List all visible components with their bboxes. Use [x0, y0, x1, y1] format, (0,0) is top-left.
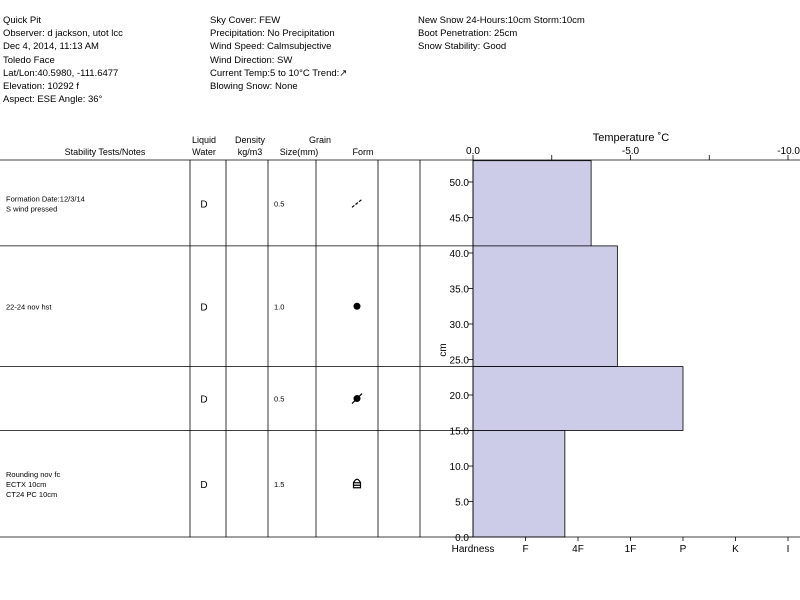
wind-direction: Wind Direction: SW [210, 54, 293, 66]
table-row[interactable]: Formation Date:12/3/14S wind pressed D 0.5 [6, 194, 363, 213]
temp-tick-label: -5.0 [622, 146, 640, 157]
y-tick-label: 20.0 [450, 391, 470, 402]
hardness-tick-label: 1F [625, 544, 637, 555]
lat-lon: Lat/Lon:40.5980, -111.6477 [3, 67, 119, 79]
hardness-tick-label: K [732, 544, 739, 555]
header-form: Form [353, 147, 374, 157]
y-tick-label: 40.0 [450, 249, 470, 260]
grain-size: 0.5 [274, 395, 284, 404]
wind-packed-icon [351, 198, 363, 208]
header-density-2: kg/m3 [238, 147, 263, 157]
snow-stability: Snow Stability: Good [418, 41, 507, 53]
hardness-tick-label: 4F [572, 544, 584, 555]
y-tick-label: 30.0 [450, 320, 470, 331]
pit-title: Quick Pit [3, 15, 42, 26]
grain-size: 1.5 [274, 480, 284, 489]
precipitation: Precipitation: No Precipitation [210, 28, 335, 40]
blowing-snow: Blowing Snow: None [210, 81, 298, 93]
y-tick-label: 25.0 [450, 356, 470, 367]
pit-info: Quick Pit Observer: d jackson, utot lcc … [3, 14, 123, 106]
y-tick-label: 0.0 [455, 533, 469, 544]
temp-tick-label: 0.0 [466, 146, 480, 157]
hardness-bar [472, 160, 592, 247]
hardness-tick-label: P [680, 544, 687, 555]
hardness-tick-label: I [787, 544, 790, 555]
liquid-water: D [200, 199, 207, 210]
grain-size: 1.0 [274, 302, 284, 311]
grain-size: 0.5 [274, 199, 284, 208]
table-row[interactable]: D 0.5 [200, 393, 363, 406]
new-snow: New Snow 24-Hours:10cm Storm:10cm [418, 15, 585, 26]
snow-info: New Snow 24-Hours:10cm Storm:10cm Boot P… [418, 14, 585, 54]
layer-note: Formation Date:12/3/14 [6, 194, 85, 203]
observer: Observer: d jackson, utot lcc [3, 28, 123, 40]
y-tick-label: 35.0 [450, 285, 470, 296]
aspect: Aspect: ESE Angle: 36° [3, 94, 103, 106]
hardness-bar [472, 366, 684, 431]
layer-note: Rounding nov fc [6, 470, 60, 479]
header-density: Density [235, 135, 266, 145]
y-tick-label: 15.0 [450, 427, 470, 438]
temp-tick-label: -10.0 [777, 146, 800, 157]
layer-note: S wind pressed [6, 204, 57, 213]
wind-speed: Wind Speed: Calmsubjective [210, 41, 332, 53]
faceted-rounding-icon [352, 478, 362, 489]
liquid-water: D [200, 395, 207, 406]
header-water-2: Water [192, 147, 216, 157]
date: Dec 4, 2014, 11:13 AM [3, 41, 99, 53]
current-temp: Current Temp:5 to 10°C Trend:↗ [210, 67, 348, 79]
y-tick-label: 45.0 [450, 214, 470, 225]
liquid-water: D [200, 302, 207, 313]
layer-note: CT24 PC 10cm [6, 490, 57, 499]
y-tick-label: 50.0 [450, 178, 470, 189]
header-notes: Stability Tests/Notes [65, 147, 146, 157]
weather-info: Sky Cover: FEW Precipitation: No Precipi… [210, 14, 347, 93]
boot-penetration: Boot Penetration: 25cm [418, 28, 518, 40]
hardness-bar [472, 430, 566, 538]
location: Toledo Face [3, 54, 55, 66]
layer-note: 22-24 nov hst [6, 302, 52, 311]
y-tick-label: 10.0 [450, 462, 470, 473]
hardness-bar [472, 245, 618, 367]
header-grain-2: Size(mm) [280, 147, 319, 157]
chart-title: Temperature ˚C [593, 132, 669, 144]
x-axis-label: Hardness [452, 544, 495, 555]
table-row[interactable]: 22-24 nov hst D 1.0 [6, 302, 361, 313]
elevation: Elevation: 10292 f [3, 81, 80, 93]
layer-note: ECTX 10cm [6, 480, 46, 489]
y-tick-label: 5.0 [455, 498, 469, 509]
melt-freeze-icon [351, 393, 363, 404]
header-water: Liquid [192, 135, 216, 145]
header-grain: Grain [309, 135, 331, 145]
y-axis-label: cm [438, 343, 449, 356]
sky-cover: Sky Cover: FEW [210, 15, 281, 26]
rounded-grain-icon [353, 302, 361, 310]
liquid-water: D [200, 480, 207, 491]
hardness-tick-label: F [522, 544, 528, 555]
